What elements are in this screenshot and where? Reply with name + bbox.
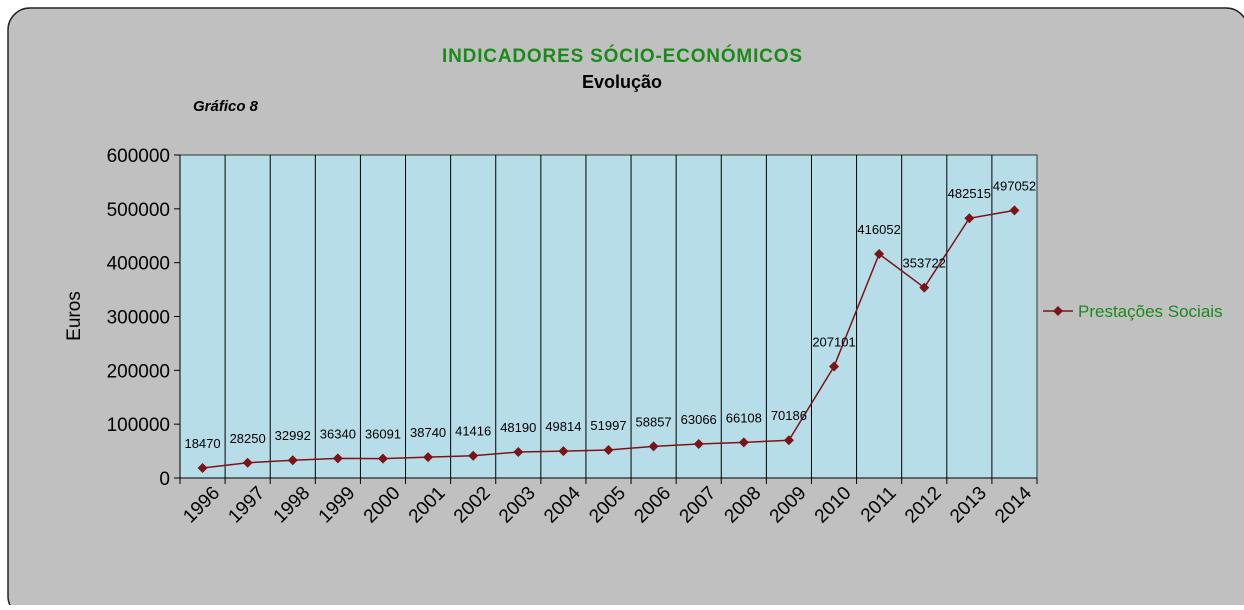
marker bbox=[874, 249, 885, 260]
data-label: 38740 bbox=[410, 425, 446, 440]
data-label: 41416 bbox=[455, 424, 491, 439]
marker bbox=[332, 453, 343, 464]
marker bbox=[693, 439, 704, 450]
marker bbox=[738, 437, 749, 448]
chart-subtitle: Evolução bbox=[582, 72, 662, 92]
marker bbox=[1009, 205, 1020, 216]
data-label: 36091 bbox=[365, 427, 401, 442]
marker bbox=[603, 445, 614, 456]
y-tick-label: 400000 bbox=[107, 254, 170, 275]
data-label: 48190 bbox=[500, 420, 536, 435]
marker bbox=[468, 450, 479, 461]
data-label: 49814 bbox=[545, 419, 581, 434]
data-label: 28250 bbox=[230, 431, 266, 446]
data-label: 51997 bbox=[590, 418, 626, 433]
data-label: 416052 bbox=[857, 222, 900, 237]
y-tick-label: 200000 bbox=[107, 361, 170, 382]
y-axis-label: Euros bbox=[64, 291, 85, 341]
marker bbox=[242, 457, 253, 468]
y-tick-label: 300000 bbox=[107, 308, 170, 329]
data-label: 70186 bbox=[771, 408, 807, 423]
data-label: 36340 bbox=[320, 426, 356, 441]
annotation: Gráfico 8 bbox=[193, 98, 259, 115]
data-label: 353722 bbox=[903, 256, 946, 271]
marker bbox=[648, 441, 659, 452]
marker bbox=[783, 435, 794, 446]
data-label: 63066 bbox=[681, 412, 717, 427]
y-tick-label: 100000 bbox=[107, 415, 170, 436]
marker bbox=[513, 447, 524, 458]
data-label: 66108 bbox=[726, 410, 762, 425]
marker bbox=[287, 455, 298, 466]
marker bbox=[377, 453, 388, 464]
marker bbox=[423, 452, 434, 463]
y-tick-label: 600000 bbox=[107, 146, 170, 167]
data-label: 18470 bbox=[184, 436, 220, 451]
data-label: 482515 bbox=[948, 186, 991, 201]
plot-area bbox=[179, 154, 1038, 479]
data-label: 32992 bbox=[275, 428, 311, 443]
marker bbox=[964, 213, 975, 224]
marker bbox=[558, 446, 569, 457]
data-label: 207101 bbox=[812, 335, 855, 350]
y-tick-label: 0 bbox=[159, 469, 170, 490]
data-label: 58857 bbox=[636, 414, 672, 429]
marker bbox=[197, 463, 208, 474]
legend-label: Prestações Sociais bbox=[1078, 302, 1223, 321]
data-label: 497052 bbox=[993, 178, 1036, 193]
legend-marker bbox=[1053, 306, 1063, 316]
marker bbox=[919, 282, 930, 293]
chart-title: INDICADORES SÓCIO-ECONÓMICOS bbox=[442, 45, 802, 67]
y-tick-label: 500000 bbox=[107, 200, 170, 221]
marker bbox=[829, 361, 840, 372]
